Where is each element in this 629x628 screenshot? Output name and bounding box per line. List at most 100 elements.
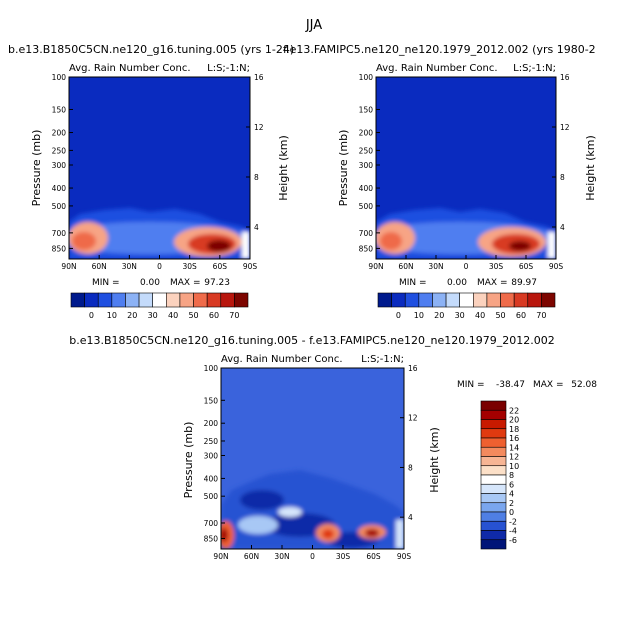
diff-axes-xtick-label: 60N bbox=[244, 552, 259, 561]
right-panel: Avg. Rain Number Conc. L:S;-1:N; 90N 60N 3… bbox=[337, 63, 597, 320]
right-axes-xtick-label: 30S bbox=[489, 262, 504, 271]
diff-colorbar-label: -2 bbox=[509, 517, 517, 526]
left-max-label: MAX = bbox=[170, 278, 201, 288]
right-colorbar-label: 50 bbox=[495, 311, 505, 320]
left-colorbar-swatch bbox=[84, 292, 99, 308]
left-colorbar: 0 10 20 30 40 50 60 70 bbox=[70, 292, 249, 320]
diff-plot-area bbox=[221, 368, 404, 549]
diff-colorbar-swatch bbox=[480, 428, 507, 439]
right-min-label: MIN = bbox=[399, 278, 427, 288]
diff-sh2-red-inner bbox=[365, 529, 379, 537]
right-colorbar: 0 10 20 30 40 50 60 70 bbox=[377, 292, 556, 320]
right-axes-ytick-label: 250 bbox=[359, 146, 374, 155]
diff-colorbar-swatch bbox=[480, 437, 507, 448]
right-colorbar-label: 40 bbox=[475, 311, 485, 320]
right-axes-ytick-label: 150 bbox=[359, 105, 374, 114]
right-colorbar-swatch bbox=[377, 292, 392, 308]
diff-colorbar-swatch bbox=[480, 502, 507, 513]
left-axes-xtick-label: 90S bbox=[243, 262, 258, 271]
right-axes-ytick-label: 700 bbox=[359, 229, 374, 238]
diff-colorbar-swatch bbox=[480, 530, 507, 541]
left-colorbar-label: 70 bbox=[229, 311, 239, 320]
left-colorbar-label: 20 bbox=[127, 311, 137, 320]
diff-axes-ytick-label: 500 bbox=[204, 492, 219, 501]
left-run-title: b.e13.B1850C5CN.ne120_g16.tuning.005 (yr… bbox=[8, 43, 294, 56]
left-colorbar-swatch bbox=[193, 292, 208, 308]
diff-axes-y2tick-label: 8 bbox=[408, 463, 413, 472]
right-plot-area bbox=[376, 77, 556, 259]
right-colorbar-swatch bbox=[473, 292, 488, 308]
right-min-value: 0.00 bbox=[447, 278, 467, 288]
right-colorbar-swatch bbox=[459, 292, 474, 308]
right-colorbar-swatch bbox=[418, 292, 433, 308]
diff-colorbar-label: -4 bbox=[509, 527, 517, 536]
diff-run-title: b.e13.B1850C5CN.ne120_g16.tuning.005 - f… bbox=[69, 334, 554, 347]
left-axes-y2tick-label: 12 bbox=[254, 123, 264, 132]
diff-axes-ytick-label: 700 bbox=[204, 519, 219, 528]
right-ylabel: Pressure (mb) bbox=[337, 130, 350, 207]
diff-axes-ytick-label: 100 bbox=[204, 364, 219, 373]
right-run-title: f.e13.FAMIPC5.ne120_ne120.1979_2012.002 … bbox=[283, 43, 596, 56]
diff-colorbar-label: 18 bbox=[509, 425, 519, 434]
right-axes-xtick-label: 60S bbox=[519, 262, 534, 271]
diff-panel: Avg. Rain Number Conc. L:S;-1:N; 90N 60N bbox=[182, 354, 597, 561]
diff-colorbar-swatch bbox=[480, 539, 507, 550]
diff-colorbar-label: 8 bbox=[509, 471, 514, 480]
diff-colorbar-swatch bbox=[480, 400, 507, 411]
left-axes-y2tick-label: 16 bbox=[254, 73, 264, 82]
left-colorbar-swatch bbox=[179, 292, 194, 308]
left-nh-blob-inner bbox=[72, 232, 96, 250]
diff-colorbar-swatch bbox=[480, 465, 507, 476]
right-axes-y2tick-label: 4 bbox=[560, 223, 565, 232]
left-axes-xtick-label: 0 bbox=[157, 262, 162, 271]
right-colorbar-label: 70 bbox=[536, 311, 546, 320]
diff-colorbar-label: 14 bbox=[509, 443, 519, 452]
right-axes-xtick-label: 0 bbox=[464, 262, 469, 271]
diff-nh-dark bbox=[240, 490, 284, 510]
left-colorbar-swatch bbox=[97, 292, 113, 308]
diff-colorbar-swatch bbox=[480, 419, 507, 430]
left-axes-ytick-label: 400 bbox=[52, 184, 67, 193]
diff-colorbar-label: 4 bbox=[509, 490, 514, 499]
left-axes-xtick-label: 30S bbox=[183, 262, 198, 271]
diff-axes-y2tick-label: 12 bbox=[408, 414, 418, 423]
diff-colorbar-label: 0 bbox=[509, 508, 514, 517]
left-axes-ytick-label: 200 bbox=[52, 129, 67, 138]
diff-subtitle: Avg. Rain Number Conc. bbox=[221, 354, 343, 365]
diff-axes: 90N 60N 30N 0 30S 60S 90S 100 150 200 250 300 400 500… bbox=[204, 364, 418, 561]
right-colorbar-label: 20 bbox=[434, 311, 444, 320]
left-colorbar-label: 50 bbox=[188, 311, 198, 320]
right-colorbar-swatch bbox=[527, 292, 542, 308]
left-sh-blob-core bbox=[207, 240, 231, 252]
right-axes-y2tick-label: 12 bbox=[560, 123, 570, 132]
diff-axes-xtick-label: 90N bbox=[213, 552, 228, 561]
diff-axes-ytick-label: 400 bbox=[204, 474, 219, 483]
left-ylabel: Pressure (mb) bbox=[30, 130, 43, 207]
right-axes-y2tick-label: 16 bbox=[560, 73, 570, 82]
diff-colorbar-swatch bbox=[480, 520, 507, 531]
diff-axes-xtick-label: 90S bbox=[397, 552, 412, 561]
diff-max-label: MAX = bbox=[533, 380, 564, 390]
right-axes-ytick-label: 200 bbox=[359, 129, 374, 138]
right-axes-ytick-label: 400 bbox=[359, 184, 374, 193]
left-min-value: 0.00 bbox=[140, 278, 160, 288]
right-colorbar-swatch bbox=[541, 292, 556, 308]
right-colorbar-swatch bbox=[486, 292, 501, 308]
diff-min-value: -38.47 bbox=[496, 380, 525, 390]
right-colorbar-label: 30 bbox=[455, 311, 465, 320]
right-max-value: 89.97 bbox=[511, 278, 537, 288]
right-axes-ytick-label: 500 bbox=[359, 202, 374, 211]
diff-colorbar-swatch bbox=[480, 409, 507, 420]
left-axes-xtick-label: 60N bbox=[92, 262, 107, 271]
diff-ylabel: Pressure (mb) bbox=[182, 422, 195, 499]
diff-axes-y2tick-label: 4 bbox=[408, 513, 413, 522]
diff-light-patch-1 bbox=[238, 516, 278, 534]
left-colorbar-label: 10 bbox=[107, 311, 117, 320]
right-axes-xtick-label: 60N bbox=[398, 262, 413, 271]
left-axes: 90N 60N 30N 0 30S 60S 90S 100 150 200 250 300 400 500… bbox=[52, 73, 264, 271]
left-axes-xtick-label: 90N bbox=[61, 262, 76, 271]
right-axes-y2tick-label: 8 bbox=[560, 173, 565, 182]
diff-pole-white bbox=[396, 520, 404, 549]
